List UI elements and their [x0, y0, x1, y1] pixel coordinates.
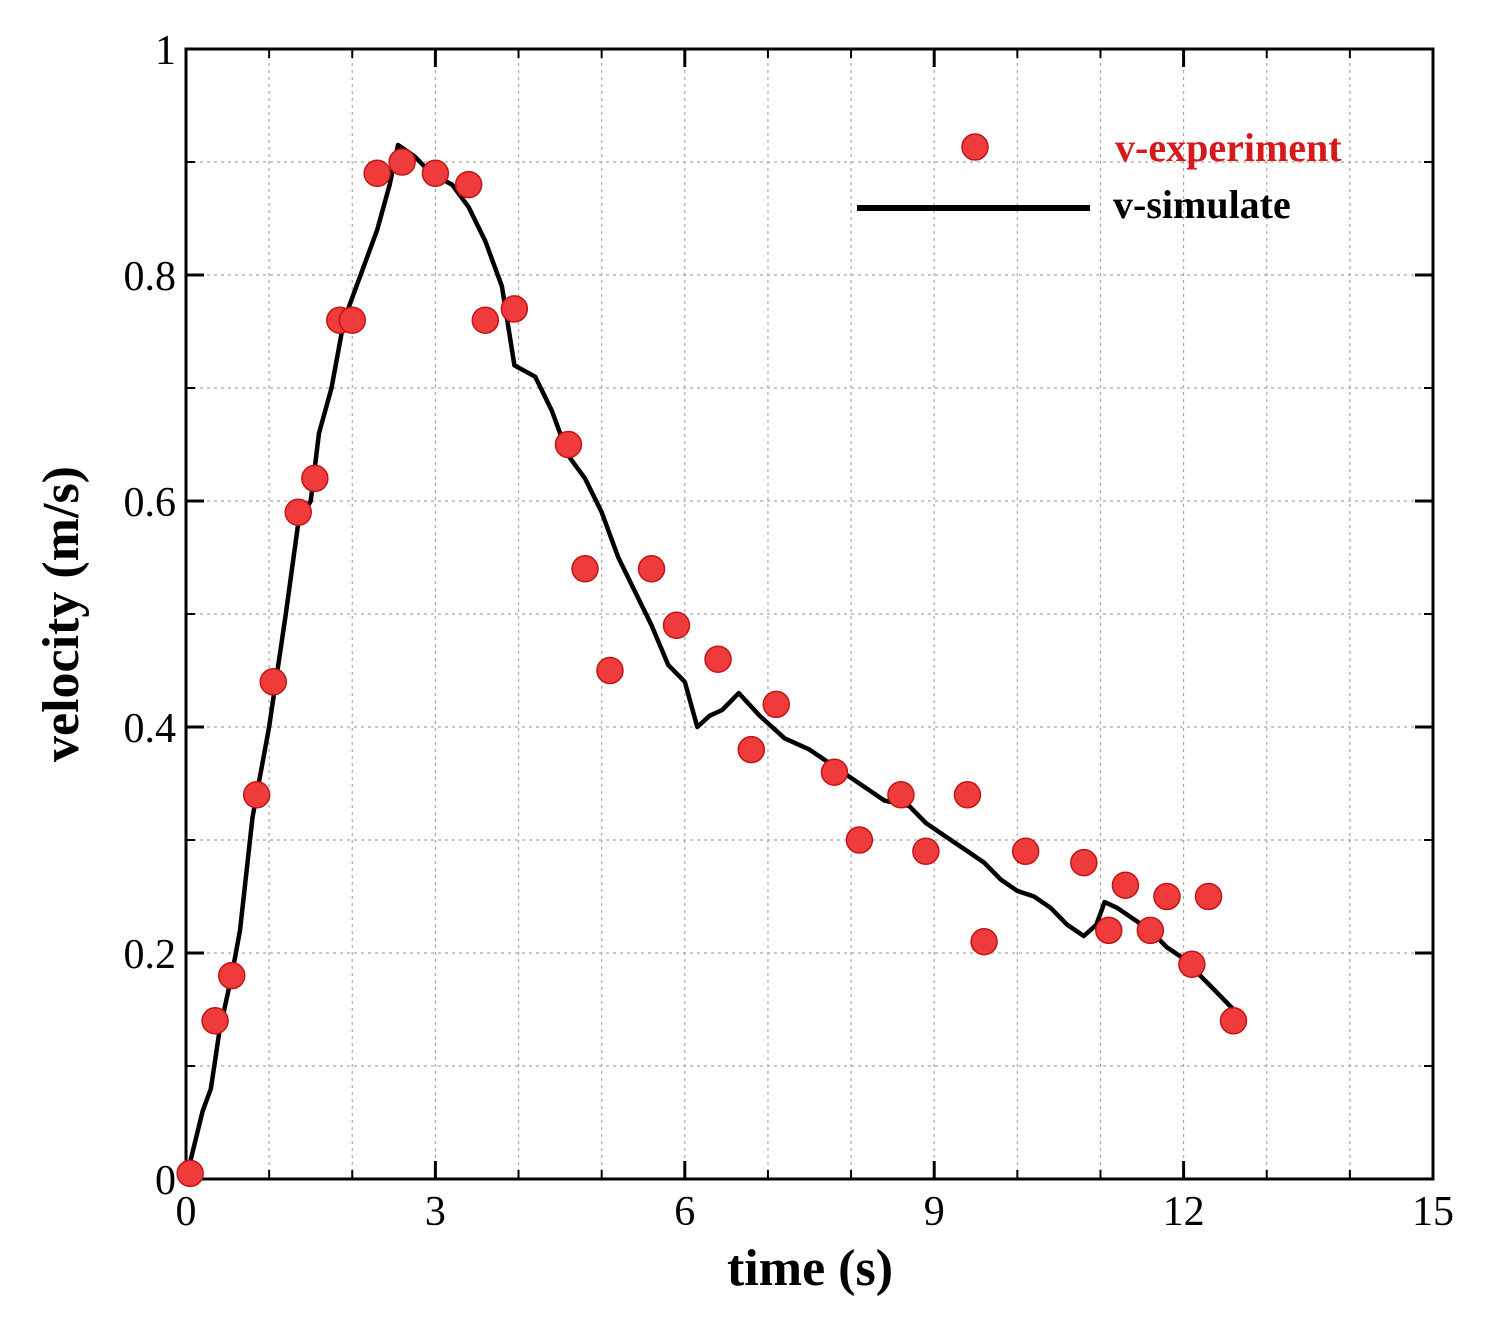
v-experiment-point [554, 430, 583, 459]
x-tick-label: 3 [425, 1189, 446, 1235]
v-experiment-point [845, 826, 874, 854]
v-experiment-point [571, 555, 599, 583]
legend: v-experiment v-simulate [857, 125, 1342, 227]
x-tick-label: 15 [1412, 1189, 1454, 1235]
v-experiment-point [762, 690, 790, 719]
v-experiment-point [301, 464, 329, 493]
v-experiment-point [1011, 837, 1040, 866]
v-experiment-point [284, 498, 312, 527]
v-experiment-point [363, 159, 391, 188]
v-experiment-point [737, 735, 766, 764]
v-experiment-point [953, 781, 982, 809]
x-axis-title: time (s) [727, 1240, 893, 1297]
x-tick-label: 6 [674, 1189, 695, 1235]
x-tick-label: 0 [176, 1189, 197, 1235]
v-experiment-point [176, 1159, 204, 1188]
v-experiment-point [637, 555, 666, 583]
v-experiment-point [662, 611, 691, 640]
v-experiment-point [454, 170, 483, 199]
v-experiment-point [388, 148, 416, 176]
legend-experiment-label: v-experiment [1115, 125, 1342, 170]
grid [186, 49, 1433, 1179]
y-tick-label: 0.6 [124, 480, 177, 526]
v-experiment-point [1095, 916, 1123, 945]
v-experiment-point [970, 927, 998, 956]
x-tick-label: 9 [924, 1189, 945, 1235]
y-axis-title: velocity (m/s) [33, 466, 90, 762]
legend-simulate-label: v-simulate [1113, 182, 1291, 227]
v-experiment-point [421, 159, 450, 188]
v-experiment-point [500, 295, 529, 323]
v-experiment-point [820, 758, 849, 786]
v-experiment-point [471, 306, 500, 334]
v-experiment-point [1219, 1007, 1248, 1035]
v-experiment-point [1111, 871, 1140, 899]
v-experiment-point [217, 961, 246, 990]
v-experiment-point [1153, 882, 1181, 911]
v-experiment-point [704, 645, 732, 673]
y-tick-label: 0.4 [124, 706, 177, 752]
y-tick-label: 0.2 [124, 932, 177, 978]
v-experiment-point [1136, 916, 1165, 945]
v-experiment-point [887, 781, 915, 809]
v-experiment-point [201, 1007, 229, 1035]
v-experiment-point [1194, 882, 1223, 911]
v-experiment-point [338, 306, 367, 334]
series-layer [176, 142, 1248, 1188]
v-experiment-point [1070, 848, 1098, 877]
y-tick-label: 0.8 [124, 254, 177, 300]
v-experiment-point [242, 781, 271, 809]
x-tick-label: 12 [1163, 1189, 1205, 1235]
v-experiment-point [912, 837, 940, 866]
tick-labels: 0 3 6 9 12 15 0 0.2 0.4 0.6 0.8 1 [124, 28, 1455, 1235]
y-tick-label: 1 [155, 28, 176, 74]
v-experiment-point [259, 668, 288, 696]
v-experiment-point [596, 656, 624, 685]
y-tick-label: 0 [155, 1158, 176, 1204]
legend-experiment-marker [961, 133, 989, 161]
v-experiment-point [1178, 950, 1206, 979]
